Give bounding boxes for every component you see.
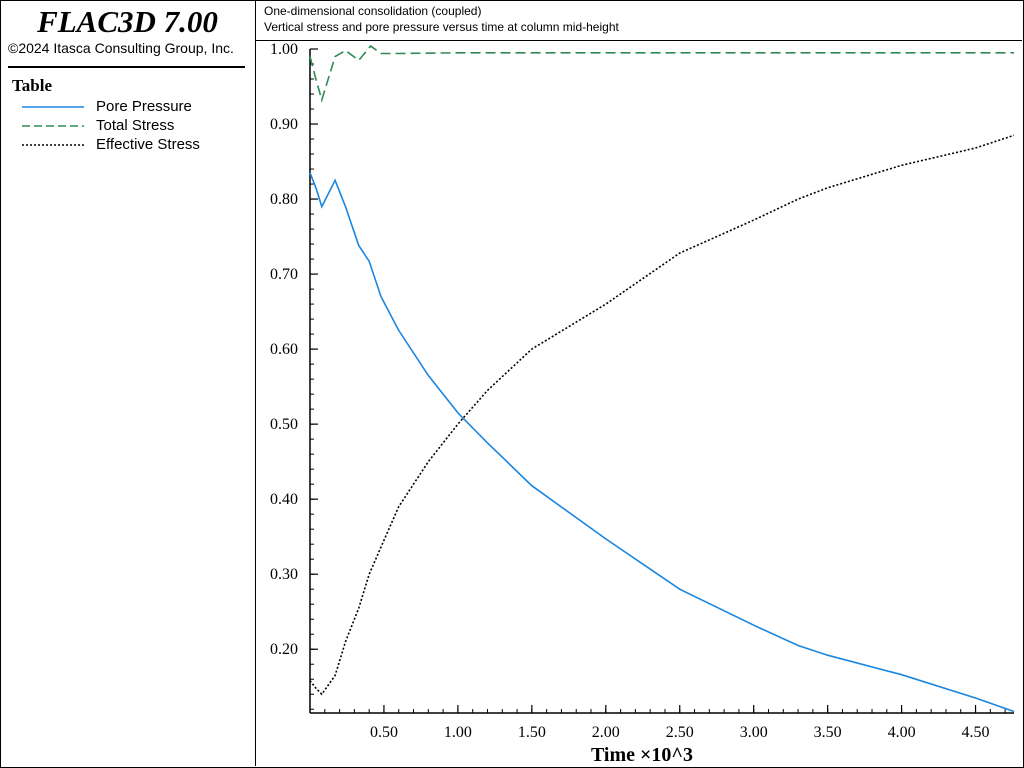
x-tick-label: 1.50 (518, 724, 546, 741)
legend-divider (8, 66, 245, 68)
plot-title: One-dimensional consolidation (coupled) (264, 4, 482, 18)
legend-swatch-total-stress (22, 125, 84, 127)
series-line-effective-stress (309, 134, 1015, 696)
series-line-pore-pressure (309, 172, 1015, 713)
legend-swatch-effective-stress (22, 144, 84, 146)
x-tick-label: 0.50 (370, 724, 398, 741)
x-tick-label: 1.00 (444, 724, 472, 741)
plot-header: One-dimensional consolidation (coupled) … (256, 0, 1022, 41)
y-tick-label: 1.00 (270, 41, 298, 58)
y-tick-label: 0.60 (270, 341, 298, 358)
y-tick-label: 0.90 (270, 116, 298, 133)
x-tick-label: 4.00 (888, 724, 916, 741)
y-tick-label: 0.50 (270, 416, 298, 433)
legend-panel: FLAC3D 7.00 ©2024 Itasca Consulting Grou… (0, 0, 256, 766)
legend-label-pore-pressure: Pore Pressure (96, 98, 192, 115)
series-line-total-stress (309, 44, 1014, 103)
x-tick-label: 2.50 (666, 724, 694, 741)
y-tick-label: 0.40 (270, 491, 298, 508)
x-tick-label: 2.00 (592, 724, 620, 741)
y-tick-label: 0.70 (270, 266, 298, 283)
x-tick-label: 3.00 (740, 724, 768, 741)
app-title: FLAC3D 7.00 (37, 4, 218, 39)
legend-swatch-pore-pressure (22, 106, 84, 108)
legend-title: Table (12, 76, 53, 95)
x-axis-title: Time ×10^3 (591, 744, 693, 766)
chart-plot: 0.50 1.00 1.50 2.00 2.50 3.00 3.50 4.00 4.50 0.20… (270, 41, 1015, 766)
copyright-text: ©2024 Itasca Consulting Group, Inc. (8, 40, 234, 56)
x-tick-label: 4.50 (962, 724, 990, 741)
x-tick-label: 3.50 (814, 724, 842, 741)
legend-label-effective-stress: Effective Stress (96, 136, 200, 153)
y-tick-label: 0.20 (270, 641, 298, 658)
y-tick-label: 0.30 (270, 566, 298, 583)
plot-subtitle: Vertical stress and pore pressure versus… (264, 20, 619, 34)
legend-label-total-stress: Total Stress (96, 117, 175, 134)
y-tick-label: 0.80 (270, 191, 298, 208)
